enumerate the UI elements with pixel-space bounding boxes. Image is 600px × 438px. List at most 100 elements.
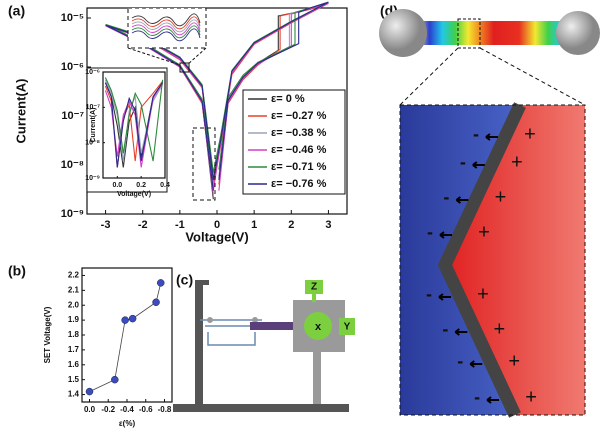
clamp (252, 317, 258, 323)
x-tick-label: 0.4 (160, 182, 170, 189)
positive-charge: + (477, 283, 489, 305)
zoom-pointer (127, 47, 207, 66)
zoom-frame (399, 104, 586, 416)
negative-charge: - (460, 152, 466, 172)
legend-label: ε= 0 % (271, 93, 305, 105)
dip-box (192, 127, 216, 201)
y-axis-label: Current(A) (13, 79, 28, 144)
y-tick-label: 10⁻⁸ (61, 159, 84, 171)
y-tick-label: 10⁻⁸ (85, 140, 100, 147)
legend-label: ε= −0.46 % (271, 144, 327, 156)
y-tick-label: 2.2 (68, 271, 80, 280)
pole (195, 280, 203, 405)
y-tick-label: 10⁻⁹ (85, 175, 100, 182)
polarization-arrow (486, 396, 500, 404)
positive-charge: + (508, 350, 520, 372)
axis-label: Z (311, 282, 317, 293)
electrode (379, 9, 427, 57)
x-tick-label: -0.4 (120, 405, 134, 414)
electrode (556, 11, 600, 55)
zoom-marker (179, 62, 190, 73)
polarization-arrow (469, 360, 483, 368)
y-tick-label: 1.8 (68, 330, 80, 339)
legend-label: ε= −0.71 % (271, 161, 327, 173)
y-axis-label: Current(A) (90, 108, 97, 143)
domain-diagram: (d) --------++++++++ (379, 3, 600, 418)
series-line (89, 282, 162, 392)
y-tick-label: 2.0 (68, 300, 80, 309)
polarization-arrow (439, 231, 452, 239)
positive-charge: + (495, 186, 507, 208)
x-tick-label: 3 (325, 219, 331, 231)
y-tick-label: 1.6 (68, 360, 80, 369)
x-axis-label: Voltage(V) (185, 229, 248, 244)
x-tick-label: 0.0 (112, 182, 122, 189)
base (173, 404, 349, 412)
x-tick-label: 0 (214, 219, 220, 231)
zoom-curve (131, 19, 201, 33)
x-tick-label: 2 (288, 219, 294, 231)
x-axis-label: ε(%) (119, 419, 136, 428)
x-tick-label: 0.0 (84, 405, 96, 414)
point (85, 387, 94, 396)
x-tick-label: -2 (138, 219, 148, 231)
zoom-line (399, 47, 586, 106)
nanowire (420, 21, 580, 45)
x-tick-label: -0.8 (158, 405, 172, 414)
y-axis-label: SET Voltage(V) (43, 306, 52, 363)
positive-charge: + (511, 151, 523, 173)
zoom-curve (131, 25, 201, 39)
stage-support (313, 352, 321, 404)
point (157, 279, 165, 287)
zoom-curve (131, 22, 201, 36)
y-tick-label: 10⁻⁷ (61, 110, 84, 122)
negative-charge: - (427, 222, 433, 242)
point (121, 316, 129, 324)
x-tick-label: -1 (175, 219, 185, 231)
charts: -3 -2 -1 0 1 2 310⁻⁹10⁻⁸10⁻⁷10⁻⁶10⁻⁵Voltage(V)… (8, 1, 348, 428)
negative-charge: - (442, 319, 448, 339)
negative-charge: - (443, 187, 449, 207)
legend-label: ε= −0.38 % (271, 127, 327, 139)
x-tick-label: 0.2 (136, 182, 146, 189)
clamp (207, 317, 213, 323)
negative-charge: - (474, 387, 480, 407)
y-tick-label: 10⁻⁶ (61, 61, 84, 73)
zoom-box (457, 18, 481, 49)
plot-frame (81, 267, 173, 403)
polarization-arrow (454, 328, 468, 336)
polarization-arrow (438, 293, 451, 301)
z-knob (305, 280, 323, 294)
legend-label: ε= −0.76 % (271, 178, 327, 190)
positive-charge: + (478, 221, 490, 243)
polarization-arrow (455, 196, 469, 204)
panel-label: (c) (176, 272, 193, 288)
x-axis-label: Voltage(V) (117, 191, 151, 198)
negative-charge: - (473, 124, 479, 144)
negative-charge: - (426, 284, 432, 304)
zoom-curve (131, 28, 201, 42)
positive-charge: + (525, 386, 537, 408)
point (111, 375, 119, 384)
y-tick-label: 1.5 (68, 375, 80, 384)
z-stem (312, 292, 316, 302)
axis-label: Y (344, 322, 351, 333)
legend-label: ε= −0.27 % (271, 110, 327, 122)
x-knob (304, 312, 332, 340)
y-tick-label: 1.9 (68, 315, 80, 324)
push-rod (250, 322, 295, 330)
positive-charge: + (493, 318, 505, 340)
y-knob (339, 318, 355, 335)
y-tick-label: 2.1 (68, 285, 80, 294)
x-tick-label: -3 (101, 219, 111, 231)
plot-frame (102, 71, 166, 179)
negative-charge: - (457, 351, 463, 371)
y-tick-label: 10⁻⁶ (85, 69, 100, 76)
pole-cap (195, 280, 209, 285)
x-tick-label: -0.2 (101, 405, 115, 414)
y-tick-label: 10⁻⁷ (86, 104, 100, 111)
polarization-arrow (485, 133, 498, 141)
series-line (104, 82, 164, 168)
y-tick-label: 1.4 (68, 390, 80, 399)
